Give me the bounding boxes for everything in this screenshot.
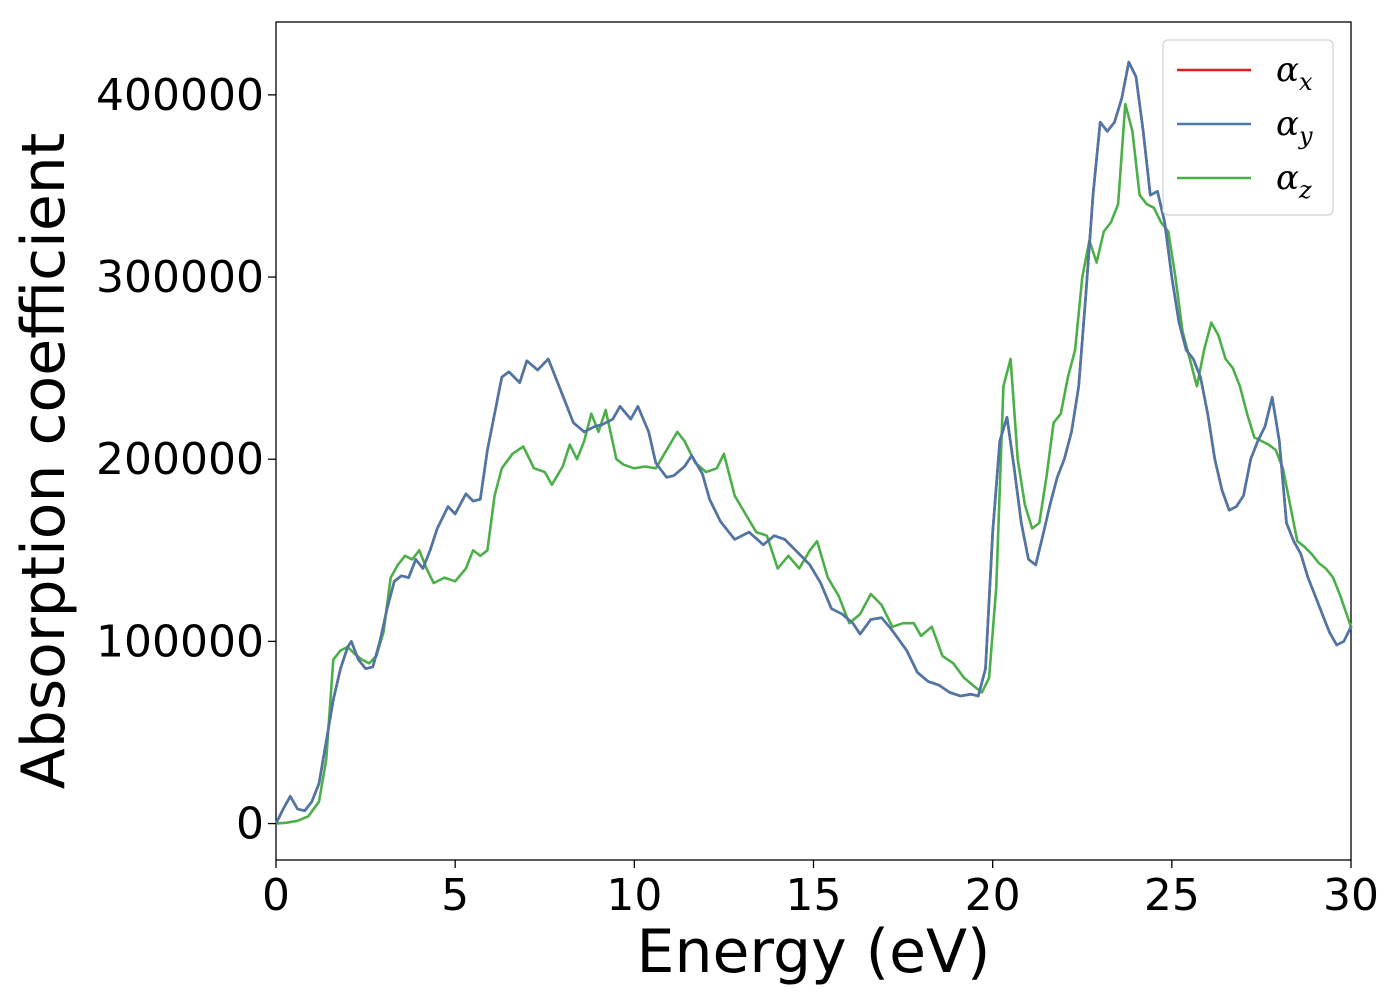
legend-subscript-x: x [1299,68,1313,96]
y-axis-label: Absorption coefficient [9,133,79,790]
legend-subscript-y: y [1298,122,1313,150]
x-tick-label: 15 [786,870,842,921]
x-tick-label: 5 [441,870,469,921]
x-tick-label: 25 [1144,870,1200,921]
y-tick-label: 300000 [96,252,264,303]
x-tick-label: 20 [965,870,1021,921]
legend-label-x: αx [1276,50,1313,96]
x-axis-label: Energy (eV) [637,917,991,987]
series-line-z [274,102,1353,825]
legend-box [1162,39,1334,216]
y-tick-label: 200000 [96,434,264,485]
x-tick-label: 0 [262,870,290,921]
x-tick-label: 10 [606,870,662,921]
series-layer [274,60,1353,825]
legend-subscript-z: z [1298,176,1312,204]
ticks-layer: 0 5 10 15 20 25 30 0 100000 200000 300000 400000 [96,70,1379,921]
y-tick-label: 100000 [96,616,264,667]
x-tick-label: 30 [1323,870,1379,921]
y-tick-label: 0 [236,799,264,850]
series-line-y [274,60,1353,825]
y-tick-label: 400000 [96,70,264,121]
